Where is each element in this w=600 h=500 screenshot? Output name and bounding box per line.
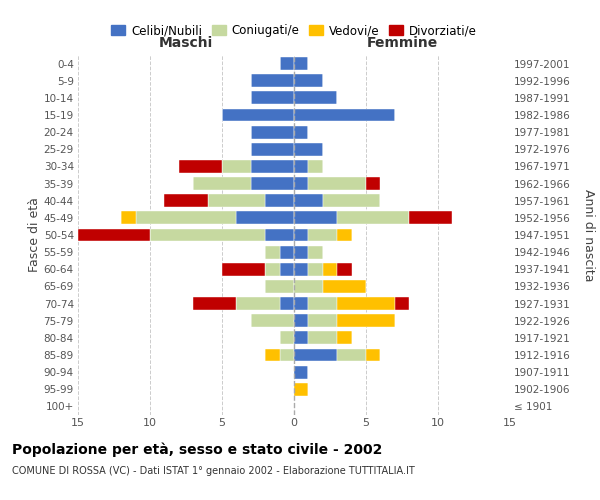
Bar <box>222 263 265 276</box>
Bar <box>308 177 366 190</box>
Bar <box>78 228 150 241</box>
Bar <box>294 263 308 276</box>
Bar <box>294 194 323 207</box>
Bar <box>308 332 337 344</box>
Bar <box>265 348 280 362</box>
Bar <box>251 177 294 190</box>
Bar <box>251 126 294 138</box>
Bar <box>294 348 337 362</box>
Bar <box>308 228 337 241</box>
Bar <box>337 348 366 362</box>
Bar <box>251 160 294 173</box>
Bar <box>265 280 294 293</box>
Bar <box>294 314 308 327</box>
Bar <box>280 348 294 362</box>
Bar <box>294 366 308 378</box>
Bar <box>251 314 294 327</box>
Text: Popolazione per età, sesso e stato civile - 2002: Popolazione per età, sesso e stato civil… <box>12 442 382 457</box>
Bar <box>294 74 323 87</box>
Bar <box>251 143 294 156</box>
Text: Femmine: Femmine <box>367 36 437 50</box>
Bar <box>308 297 337 310</box>
Bar <box>208 194 265 207</box>
Bar <box>193 177 251 190</box>
Bar <box>265 246 280 258</box>
Bar <box>280 246 294 258</box>
Bar <box>294 383 308 396</box>
Bar <box>294 57 308 70</box>
Bar <box>308 246 323 258</box>
Bar <box>121 212 136 224</box>
Text: COMUNE DI ROSSA (VC) - Dati ISTAT 1° gennaio 2002 - Elaborazione TUTTITALIA.IT: COMUNE DI ROSSA (VC) - Dati ISTAT 1° gen… <box>12 466 415 476</box>
Legend: Celibi/Nubili, Coniugati/e, Vedovi/e, Divorziati/e: Celibi/Nubili, Coniugati/e, Vedovi/e, Di… <box>106 20 482 42</box>
Y-axis label: Anni di nascita: Anni di nascita <box>582 188 595 281</box>
Bar <box>308 263 323 276</box>
Bar <box>337 332 352 344</box>
Bar <box>308 160 323 173</box>
Bar <box>366 177 380 190</box>
Bar <box>294 297 308 310</box>
Bar <box>280 57 294 70</box>
Bar <box>294 177 308 190</box>
Bar <box>294 160 308 173</box>
Bar <box>179 160 222 173</box>
Bar <box>280 297 294 310</box>
Bar <box>236 212 294 224</box>
Bar <box>308 314 337 327</box>
Bar <box>294 126 308 138</box>
Bar <box>323 280 366 293</box>
Bar <box>150 228 265 241</box>
Bar <box>265 263 280 276</box>
Bar <box>251 92 294 104</box>
Bar <box>294 280 323 293</box>
Bar <box>337 228 352 241</box>
Bar <box>193 297 236 310</box>
Text: Maschi: Maschi <box>159 36 213 50</box>
Bar <box>409 212 452 224</box>
Bar <box>222 108 294 122</box>
Bar <box>323 263 337 276</box>
Bar <box>323 194 380 207</box>
Bar <box>337 263 352 276</box>
Bar <box>136 212 236 224</box>
Bar <box>222 160 251 173</box>
Bar <box>337 212 409 224</box>
Bar <box>251 74 294 87</box>
Bar <box>294 108 395 122</box>
Bar <box>294 92 337 104</box>
Bar <box>294 246 308 258</box>
Bar <box>294 228 308 241</box>
Bar <box>294 143 323 156</box>
Bar <box>265 228 294 241</box>
Bar <box>164 194 208 207</box>
Bar <box>337 297 395 310</box>
Bar <box>280 263 294 276</box>
Bar <box>395 297 409 310</box>
Bar <box>236 297 280 310</box>
Bar <box>280 332 294 344</box>
Bar <box>337 314 395 327</box>
Y-axis label: Fasce di età: Fasce di età <box>28 198 41 272</box>
Bar <box>294 212 337 224</box>
Bar <box>265 194 294 207</box>
Bar <box>294 332 308 344</box>
Bar <box>366 348 380 362</box>
